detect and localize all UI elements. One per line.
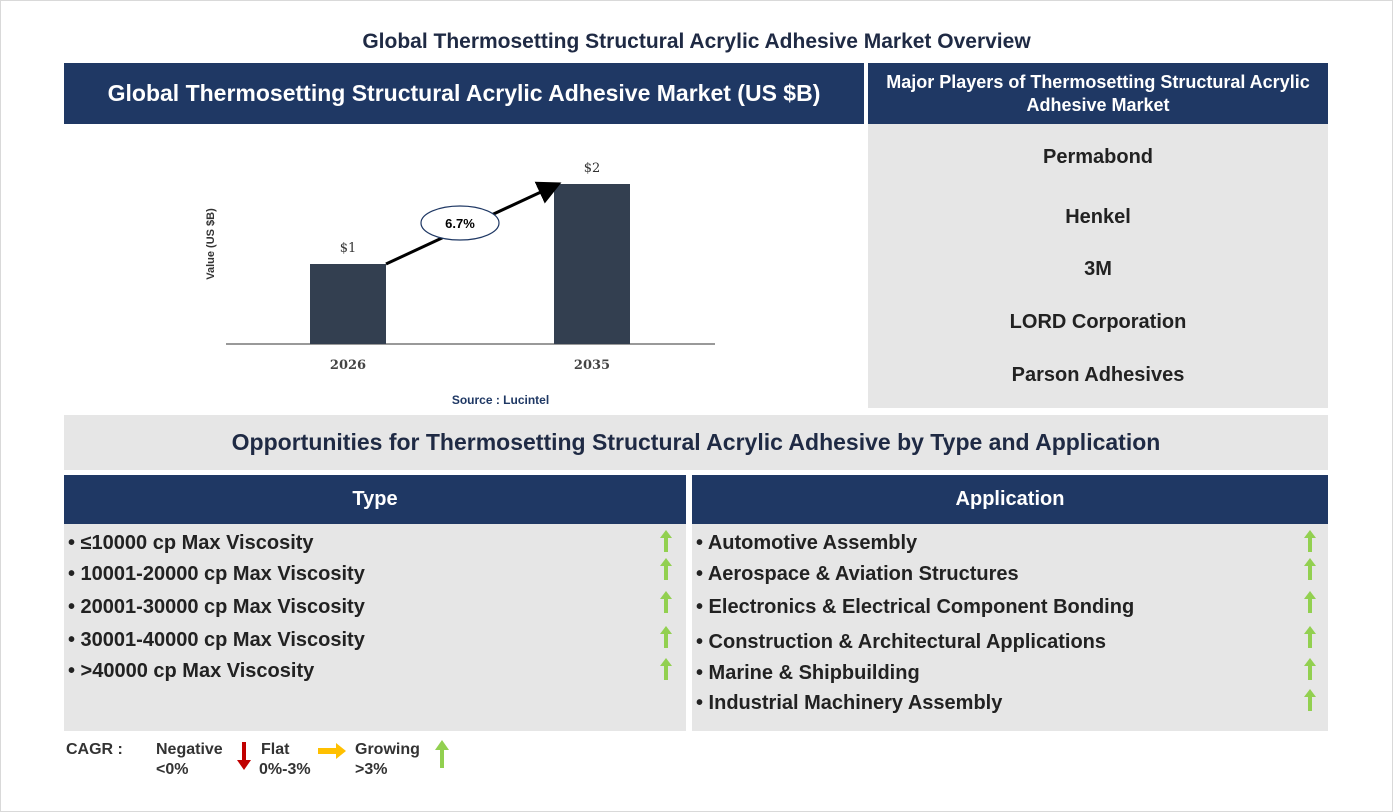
bar-2026: [310, 264, 386, 344]
type-header: Type: [64, 475, 686, 524]
player-item: Henkel: [1065, 206, 1131, 228]
bar-value-label: $2: [584, 161, 601, 176]
application-item: • Industrial Machinery Assembly: [696, 692, 1003, 714]
opportunities-title: Opportunities for Thermosetting Structur…: [64, 415, 1328, 470]
legend-cagr-label: CAGR :: [66, 741, 123, 758]
growing-arrow-icon: [660, 558, 672, 580]
growing-arrow-icon: [1304, 591, 1316, 613]
application-item: • Automotive Assembly: [696, 532, 918, 554]
application-header: Application: [692, 475, 1328, 524]
legend-negative-range: <0%: [156, 761, 189, 778]
growing-arrow-icon: [660, 658, 672, 680]
x-tick-label: 2035: [574, 358, 610, 373]
market-bar-chart: Value (US $B) $1 2026 $2 2035 6.7%: [205, 161, 715, 373]
growing-arrow-icon: [1304, 558, 1316, 580]
y-axis-label: Value (US $B): [205, 208, 217, 280]
legend-flat-label: Flat: [261, 741, 290, 758]
growing-arrow-icon: [1304, 689, 1316, 711]
major-players-header: Major Players of Thermosetting Structura…: [868, 63, 1328, 124]
growing-arrow-icon: [660, 626, 672, 648]
growing-arrow-icon: [435, 740, 449, 768]
flat-arrow-icon: [318, 743, 346, 759]
legend-negative-label: Negative: [156, 741, 223, 758]
growing-arrow-icon: [1304, 530, 1316, 552]
legend-flat-range: 0%-3%: [259, 761, 311, 778]
type-item: • >40000 cp Max Viscosity: [68, 660, 315, 682]
chart-source: Source : Lucintel: [451, 393, 550, 407]
growing-arrow-icon: [660, 530, 672, 552]
x-tick-label: 2026: [330, 358, 366, 373]
player-item: 3M: [1084, 258, 1112, 280]
bar-2035: [554, 184, 630, 344]
growing-arrow-icon: [660, 591, 672, 613]
type-panel: • ≤10000 cp Max Viscosity • 10001-20000 …: [64, 524, 686, 731]
type-item: • 20001-30000 cp Max Viscosity: [68, 596, 365, 618]
application-item: • Aerospace & Aviation Structures: [696, 563, 1019, 585]
application-item: • Marine & Shipbuilding: [696, 662, 920, 684]
legend-growing-range: >3%: [355, 761, 388, 778]
type-item: • 30001-40000 cp Max Viscosity: [68, 629, 365, 651]
legend-growing-label: Growing: [355, 741, 420, 758]
negative-arrow-icon: [237, 742, 251, 770]
player-item: LORD Corporation: [1009, 311, 1187, 333]
application-item: • Construction & Architectural Applicati…: [696, 631, 1106, 653]
type-item: • 10001-20000 cp Max Viscosity: [68, 563, 365, 585]
major-players-panel: Permabond Henkel 3M LORD Corporation Par…: [868, 124, 1328, 408]
bar-value-label: $1: [340, 241, 357, 256]
type-item: • ≤10000 cp Max Viscosity: [68, 532, 314, 554]
player-item: Permabond: [1042, 146, 1154, 168]
cagr-label: 6.7%: [445, 216, 475, 231]
application-panel: • Automotive Assembly • Aerospace & Avia…: [692, 524, 1328, 731]
application-item: • Electronics & Electrical Component Bon…: [696, 596, 1135, 618]
market-chart-header: Global Thermosetting Structural Acrylic …: [64, 63, 864, 124]
growing-arrow-icon: [1304, 626, 1316, 648]
cagr-ellipse: [420, 205, 500, 241]
page-title: Global Thermosetting Structural Acrylic …: [362, 30, 1031, 53]
player-item: Parson Adhesives: [1011, 364, 1185, 386]
growing-arrow-icon: [1304, 658, 1316, 680]
